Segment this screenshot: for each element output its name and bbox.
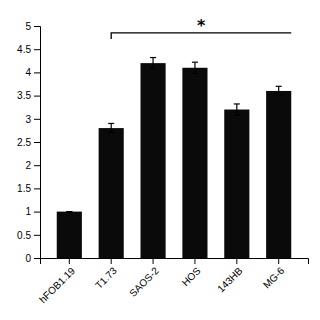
tick-label: hFOB1.19 <box>37 265 77 305</box>
error-bar <box>66 211 72 212</box>
tick-label: 4.5 <box>17 44 31 55</box>
error-line <box>66 211 72 212</box>
y-tick: 0.5 <box>17 230 40 241</box>
error-line <box>278 86 279 95</box>
chart: 0 0.5 1 1.5 2 2.5 3 3.5 4 4.5 5 hFOB1.19 T1.73 SAOS-2… <box>0 0 320 320</box>
error-line <box>111 123 112 132</box>
axis-line <box>41 259 309 265</box>
y-tick: 1 <box>25 206 40 217</box>
tick-label: 2 <box>25 160 31 171</box>
tick-mark <box>34 96 40 97</box>
plot-area: 0 0.5 1 1.5 2 2.5 3 3.5 4 4.5 5 hFOB1.19 T1.73 SAOS-2… <box>17 16 308 305</box>
tick-mark <box>34 26 40 27</box>
error-line <box>236 104 237 115</box>
error-bar <box>276 86 282 95</box>
tick-mark <box>34 165 40 166</box>
y-tick: 3 <box>25 114 40 125</box>
significance-label: * <box>197 16 206 35</box>
error-line <box>108 123 114 124</box>
bar <box>99 128 124 258</box>
tick-mark <box>69 258 70 264</box>
y-axis: 0 0.5 1 1.5 2 2.5 3 3.5 4 4.5 5 <box>17 21 40 264</box>
tick-label: SAOS-2 <box>127 265 161 299</box>
bar <box>182 68 207 258</box>
x-tick: MG-6 <box>261 258 287 291</box>
axis-line <box>34 27 41 259</box>
y-tick: 5 <box>25 21 40 32</box>
tick-mark <box>34 212 40 213</box>
error-line <box>276 95 282 96</box>
error-bar <box>108 123 114 132</box>
tick-mark <box>34 119 40 120</box>
tick-label: 3.5 <box>17 90 31 101</box>
y-tick: 1.5 <box>17 183 40 194</box>
tick-mark <box>194 258 195 264</box>
tick-label: 3 <box>25 114 31 125</box>
tick-label: 4 <box>25 67 31 78</box>
x-axis: hFOB1.19 T1.73 SAOS-2 HOS 143HB MG-6 <box>37 258 308 305</box>
tick-label: 0 <box>25 253 31 264</box>
error-line <box>192 62 198 63</box>
tick-mark <box>34 258 40 259</box>
error-line <box>152 58 153 69</box>
error-line <box>192 73 198 74</box>
y-tick: 2 <box>25 160 40 171</box>
error-bar <box>234 104 240 115</box>
x-tick: SAOS-2 <box>127 258 161 299</box>
tick-label: 5 <box>25 21 31 32</box>
error-bar <box>150 58 156 69</box>
y-tick: 0 <box>25 253 40 264</box>
tick-mark <box>34 49 40 50</box>
tick-label: HOS <box>180 265 203 288</box>
tick-mark <box>34 188 40 189</box>
marks <box>57 33 292 258</box>
tick-label: 1 <box>25 206 31 217</box>
tick-label: 1.5 <box>17 183 31 194</box>
tick-mark <box>34 235 40 236</box>
error-line <box>234 114 240 115</box>
bar <box>57 212 82 258</box>
error-line <box>150 57 156 58</box>
error-line <box>276 86 282 87</box>
y-tick: 3.5 <box>17 90 40 101</box>
error-line <box>108 132 114 133</box>
tick-mark <box>34 142 40 143</box>
tick-label: T1.73 <box>93 265 119 291</box>
error-bar <box>192 62 198 73</box>
tick-mark <box>236 258 237 264</box>
error-line <box>194 62 195 73</box>
tick-mark <box>111 258 112 264</box>
x-tick: HOS <box>180 258 203 288</box>
x-tick: 143HB <box>215 258 245 294</box>
y-tick: 4.5 <box>17 44 40 55</box>
x-tick: hFOB1.19 <box>37 258 77 305</box>
tick-label: 0.5 <box>17 230 31 241</box>
error-line <box>66 211 72 212</box>
bar <box>224 110 249 258</box>
tick-mark <box>153 258 154 264</box>
y-tick: 4 <box>25 67 40 78</box>
y-tick: 2.5 <box>17 137 40 148</box>
tick-label: 143HB <box>215 265 245 295</box>
error-line <box>234 103 240 104</box>
tick-label: 2.5 <box>17 137 31 148</box>
x-tick: T1.73 <box>93 258 119 291</box>
error-line <box>150 68 156 69</box>
tick-mark <box>278 258 279 264</box>
tick-mark <box>34 72 40 73</box>
tick-label: MG-6 <box>261 265 287 291</box>
bar <box>141 63 166 258</box>
bar <box>266 91 291 258</box>
